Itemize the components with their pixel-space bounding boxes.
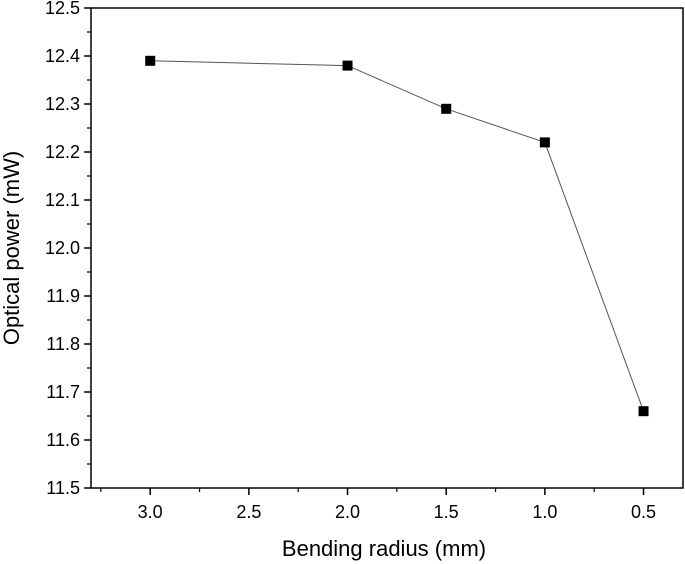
y-tick-label: 12.1 (45, 190, 80, 210)
data-point-marker (638, 406, 649, 417)
x-tick-label: 1.0 (532, 502, 557, 522)
data-point-marker (539, 137, 550, 148)
data-point-marker (145, 55, 156, 66)
y-axis-title: Optical power (mW) (0, 151, 24, 345)
x-axis-title: Bending radius (mm) (282, 536, 486, 561)
x-tick-label: 3.0 (138, 502, 163, 522)
y-tick-label: 12.0 (45, 238, 80, 258)
x-tick-label: 0.5 (631, 502, 656, 522)
y-tick-label: 12.3 (45, 94, 80, 114)
data-point-marker (441, 103, 452, 114)
y-tick-label: 11.5 (46, 478, 80, 498)
y-tick-label: 11.9 (46, 286, 80, 306)
y-tick-label: 11.8 (46, 334, 80, 354)
y-tick-label: 12.2 (45, 142, 80, 162)
plot-frame (90, 7, 684, 489)
series-line (150, 60, 644, 412)
x-tick-label: 1.5 (434, 502, 459, 522)
y-tick-label: 11.6 (46, 430, 80, 450)
data-point-marker (342, 60, 353, 71)
y-tick-label: 12.4 (45, 46, 80, 66)
y-tick-label: 12.5 (45, 0, 80, 18)
x-tick-label: 2.5 (236, 502, 261, 522)
x-tick-label: 2.0 (335, 502, 360, 522)
y-tick-label: 11.7 (46, 382, 80, 402)
